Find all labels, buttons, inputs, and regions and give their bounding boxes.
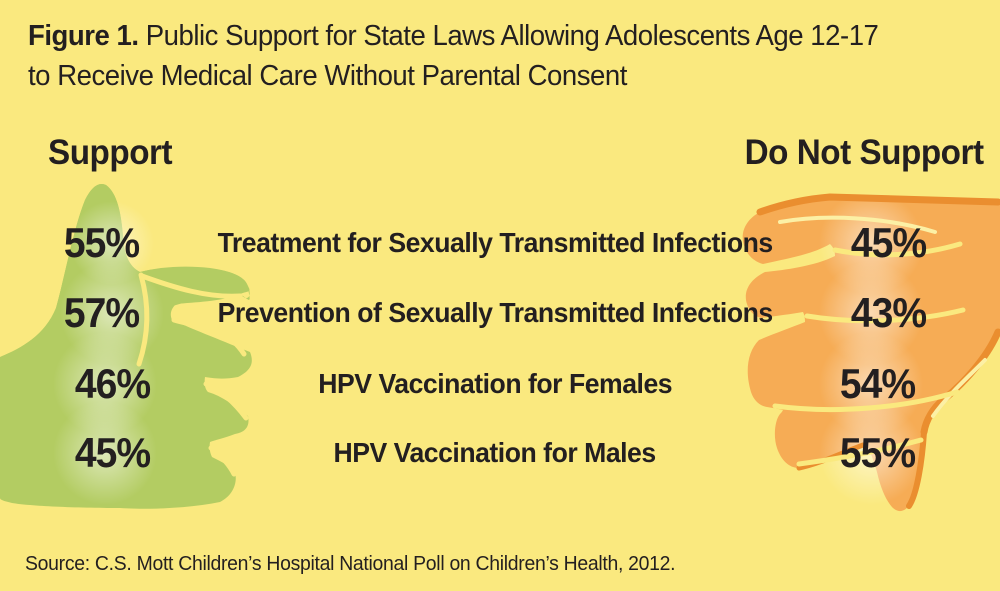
row-label: HPV Vaccination for Males — [333, 437, 657, 468]
table-row: 45% HPV Vaccination for Males 55% — [0, 428, 990, 478]
table-row: 57% Prevention of Sexually Transmitted I… — [0, 288, 990, 338]
table-row: 46% HPV Vaccination for Females 54% — [0, 359, 990, 409]
figure-title: Figure 1. Public Support for State Laws … — [28, 16, 940, 96]
thumb-down-creases — [772, 241, 966, 467]
thumbs-up-icon — [0, 172, 260, 517]
halo-45 — [53, 401, 157, 505]
halo-55 — [70, 201, 154, 285]
figure-title-text: Public Support for State Laws Allowing A… — [138, 20, 879, 52]
oppose-percent: 45% — [850, 219, 927, 266]
row-label: HPV Vaccination for Females — [318, 368, 672, 399]
support-percent: 46% — [74, 360, 151, 407]
support-percent: 55% — [63, 219, 140, 266]
column-headings: Support Do Not Support — [0, 130, 1000, 176]
row-label: Treatment for Sexually Transmitted Infec… — [217, 227, 773, 258]
oppose-percent: 43% — [850, 289, 927, 336]
source-note: Source: C.S. Mott Children’s Hospital Na… — [25, 553, 676, 575]
figure-title-line1: Figure 1. Public Support for State Laws … — [28, 16, 940, 56]
thumb-down-highlights — [778, 215, 987, 418]
thumb-up-creases — [136, 272, 249, 477]
oppose-percent: 54% — [839, 360, 916, 407]
support-heading: Support — [48, 133, 173, 172]
figure-number: Figure 1. — [28, 20, 139, 52]
support-percent: 45% — [74, 429, 151, 476]
table-row: 55% Treatment for Sexually Transmitted I… — [0, 218, 990, 268]
oppose-percent: 55% — [839, 429, 916, 476]
figure-title-line2: to Receive Medical Care Without Parental… — [28, 60, 627, 92]
thumbs-down-icon — [735, 192, 1000, 527]
support-percent: 57% — [63, 289, 140, 336]
do-not-support-heading: Do Not Support — [745, 133, 984, 172]
row-label: Prevention of Sexually Transmitted Infec… — [217, 297, 773, 328]
